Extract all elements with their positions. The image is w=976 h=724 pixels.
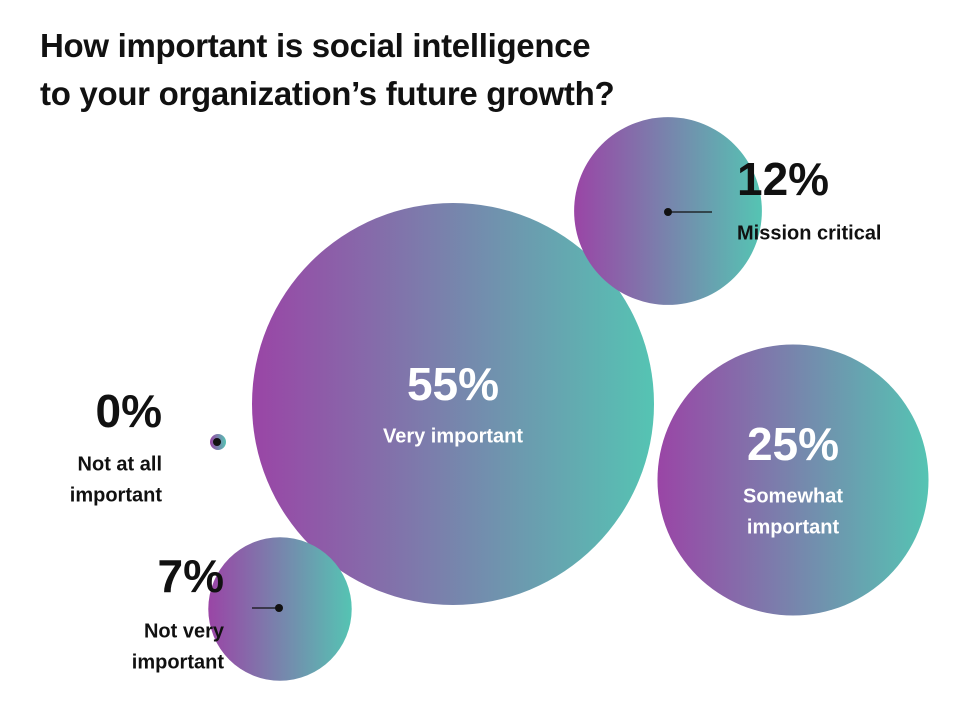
category-label-not-very-important-line-1: Not very <box>144 620 225 642</box>
chart-title: How important is social intelligence to … <box>40 22 615 118</box>
category-label-not-at-all-important-line-1: Not at all <box>78 453 162 475</box>
category-label-not-very-important-line-2: important <box>132 651 225 673</box>
category-label-somewhat-important-line-2: important <box>747 516 840 538</box>
percent-label-mission-critical: 12% <box>737 153 829 205</box>
marker-dot-mission-critical <box>664 208 672 216</box>
marker-dot-not-at-all-important <box>213 438 221 446</box>
bubble-somewhat-important <box>657 344 929 616</box>
category-label-somewhat-important-line-1: Somewhat <box>743 485 843 507</box>
percent-label-somewhat-important: 25% <box>747 418 839 470</box>
category-label-not-at-all-important-line-2: important <box>70 484 163 506</box>
percent-label-not-at-all-important: 0% <box>96 385 162 437</box>
bubble-very-important <box>252 203 654 605</box>
marker-dot-not-very-important <box>275 604 283 612</box>
category-label-very-important: Very important <box>383 425 523 447</box>
labels-layer: 55% Very important 25% Somewhat important 12%… <box>70 153 882 673</box>
category-label-mission-critical: Mission critical <box>737 222 882 244</box>
title-line-1: How important is social intelligence <box>40 27 591 64</box>
title-line-2: to your organization’s future growth? <box>40 75 615 112</box>
percent-label-very-important: 55% <box>407 358 499 410</box>
leader-lines-layer <box>213 208 712 612</box>
percent-label-not-very-important: 7% <box>158 550 224 602</box>
